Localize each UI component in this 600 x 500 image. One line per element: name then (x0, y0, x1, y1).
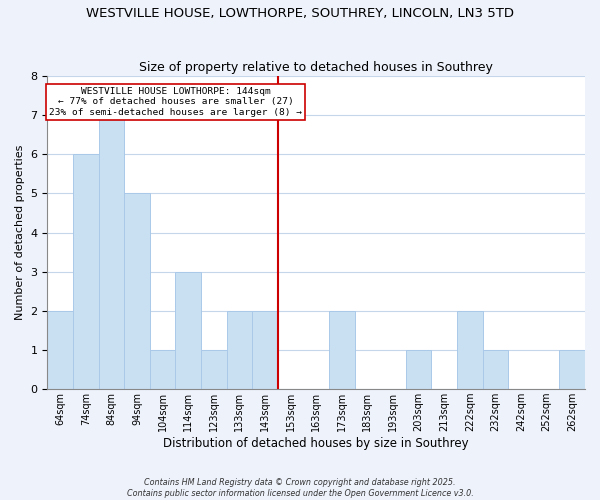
Bar (175, 272, 201, 389)
Bar (559, 350, 585, 389)
Bar (124, 194, 150, 389)
Bar (73, 154, 98, 389)
Bar (252, 311, 278, 389)
Bar (47, 311, 73, 389)
X-axis label: Distribution of detached houses by size in Southrey: Distribution of detached houses by size … (163, 437, 469, 450)
Bar (201, 350, 227, 389)
Title: Size of property relative to detached houses in Southrey: Size of property relative to detached ho… (139, 60, 493, 74)
Y-axis label: Number of detached properties: Number of detached properties (15, 145, 25, 320)
Bar (406, 350, 431, 389)
Text: Contains HM Land Registry data © Crown copyright and database right 2025.
Contai: Contains HM Land Registry data © Crown c… (127, 478, 473, 498)
Text: WESTVILLE HOUSE, LOWTHORPE, SOUTHREY, LINCOLN, LN3 5TD: WESTVILLE HOUSE, LOWTHORPE, SOUTHREY, LI… (86, 8, 514, 20)
Bar (98, 115, 124, 389)
Bar (457, 311, 482, 389)
Text: WESTVILLE HOUSE LOWTHORPE: 144sqm
← 77% of detached houses are smaller (27)
23% : WESTVILLE HOUSE LOWTHORPE: 144sqm ← 77% … (49, 87, 302, 117)
Bar (482, 350, 508, 389)
Bar (329, 311, 355, 389)
Bar (150, 350, 175, 389)
Bar (227, 311, 252, 389)
